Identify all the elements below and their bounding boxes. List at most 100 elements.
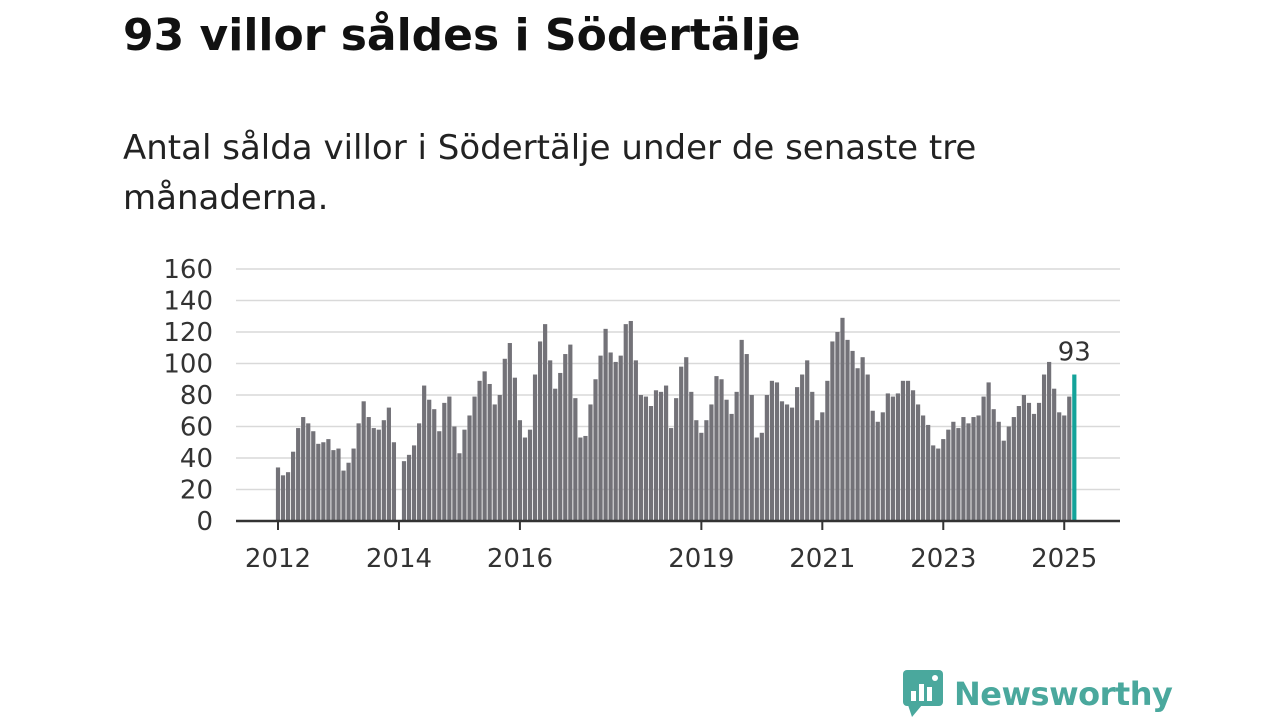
bar <box>825 380 830 521</box>
bar <box>810 391 815 521</box>
bar <box>422 385 427 521</box>
y-tick-label: 140 <box>163 287 213 317</box>
bar <box>961 417 966 521</box>
newsworthy-logo-icon <box>903 670 943 717</box>
chart-title: 93 villor såldes i Södertälje <box>123 10 801 61</box>
bar <box>452 426 457 521</box>
y-tick-label: 160 <box>163 255 213 285</box>
chart-subtitle: Antal sålda villor i Södertälje under de… <box>123 128 977 218</box>
bar <box>638 395 643 521</box>
bar <box>568 344 573 521</box>
bar <box>386 407 391 521</box>
bar <box>684 357 689 521</box>
bar <box>1052 388 1057 521</box>
bar <box>830 341 835 521</box>
bar <box>976 415 981 521</box>
bar <box>291 451 296 521</box>
bar-highlight <box>1072 374 1077 521</box>
bar <box>492 404 497 521</box>
bar <box>1041 374 1047 521</box>
bar <box>391 442 397 521</box>
bar <box>578 437 583 521</box>
bar <box>618 355 623 521</box>
bar <box>694 420 699 521</box>
bar <box>996 421 1001 521</box>
bar <box>926 424 931 521</box>
bar <box>366 417 371 521</box>
bar <box>1021 395 1027 521</box>
brand-logo: Newsworthy <box>902 669 1173 719</box>
x-axis <box>236 519 1120 530</box>
x-tick-label: 2025 <box>1031 544 1097 574</box>
bar <box>583 435 588 521</box>
bar <box>921 415 926 521</box>
bar <box>361 401 366 521</box>
bar <box>316 443 321 521</box>
bar <box>855 368 860 521</box>
bar <box>875 421 880 521</box>
bar <box>739 339 744 521</box>
bar <box>981 396 986 521</box>
bar <box>910 390 916 521</box>
bar <box>548 360 553 521</box>
bar <box>764 395 769 521</box>
bar <box>905 380 911 521</box>
bar <box>472 396 477 521</box>
bar <box>774 382 780 521</box>
bar <box>447 396 452 521</box>
bar <box>457 453 462 521</box>
bar <box>311 431 316 521</box>
bar <box>674 398 679 521</box>
y-tick-label: 60 <box>180 413 213 443</box>
bar <box>371 428 376 521</box>
bar <box>779 401 785 521</box>
bar <box>512 377 517 521</box>
bar <box>1036 402 1042 521</box>
bar <box>915 404 921 521</box>
bar <box>1057 412 1062 521</box>
bar <box>1031 413 1037 521</box>
bar <box>1047 361 1052 521</box>
y-tick-label: 40 <box>180 444 213 474</box>
bar <box>462 429 467 521</box>
bar <box>1001 440 1006 521</box>
last-value-label: 93 <box>1058 338 1091 368</box>
bar <box>487 383 492 521</box>
bar <box>931 445 936 521</box>
bar <box>840 317 845 521</box>
bar <box>699 432 704 521</box>
bar <box>986 382 991 521</box>
bar <box>437 431 442 521</box>
bar <box>563 354 568 521</box>
bar <box>870 410 875 521</box>
bar <box>895 393 901 521</box>
bar <box>537 341 543 521</box>
y-tick-label: 20 <box>180 476 213 506</box>
bar <box>346 462 351 521</box>
bar <box>442 402 447 521</box>
bar <box>946 429 951 521</box>
y-tick-label: 0 <box>196 507 213 537</box>
bar <box>663 385 669 521</box>
bar <box>815 420 820 521</box>
bar <box>749 395 754 521</box>
bar <box>326 439 331 521</box>
bar <box>411 445 417 521</box>
bar <box>381 420 386 521</box>
bar <box>951 421 956 521</box>
bar <box>573 398 578 521</box>
bar <box>689 391 694 521</box>
bar <box>941 439 946 521</box>
bar <box>613 361 618 521</box>
bar <box>890 396 895 521</box>
bar <box>729 413 734 521</box>
bar <box>885 393 890 521</box>
bar <box>401 461 407 521</box>
x-tick-label: 2021 <box>789 544 855 574</box>
bar <box>341 470 346 521</box>
bar <box>714 376 719 521</box>
bar <box>734 391 739 521</box>
bar <box>296 428 301 521</box>
bar <box>789 407 795 521</box>
